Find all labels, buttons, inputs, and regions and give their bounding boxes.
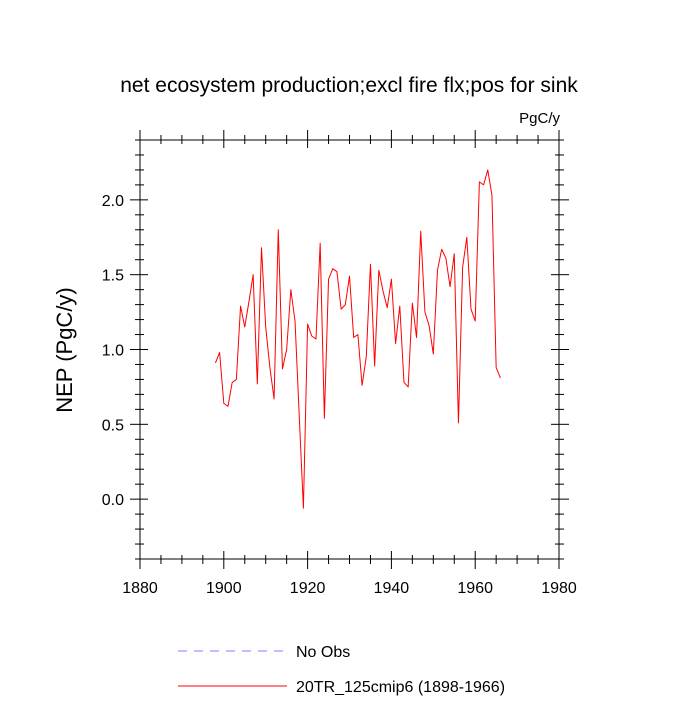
series-line — [214, 169, 501, 509]
axis-tick-labels: 1880 1900 1920 1940 1960 1980 0.0 0.5 1.0 1.5 2.0 — [102, 193, 577, 597]
axis-ticks — [130, 130, 569, 569]
y-tick-label: 0.0 — [102, 492, 124, 509]
x-tick-label: 1900 — [206, 580, 242, 597]
y-tick-label: 0.5 — [102, 417, 124, 434]
series-layer — [214, 169, 501, 509]
y-tick-label: 1.5 — [102, 268, 124, 285]
chart-title: net ecosystem production;excl fire flx;p… — [120, 74, 578, 97]
legend-label: No Obs — [296, 644, 350, 661]
x-tick-label: 1940 — [374, 580, 410, 597]
legend: No Obs 20TR_125cmip6 (1898-1966) — [178, 644, 505, 696]
x-tick-label: 1880 — [122, 580, 158, 597]
legend-label: 20TR_125cmip6 (1898-1966) — [296, 679, 505, 696]
y-tick-label: 1.0 — [102, 343, 124, 360]
x-tick-label: 1960 — [457, 580, 493, 597]
x-tick-label: 1920 — [290, 580, 326, 597]
units-label: PgC/y — [519, 110, 560, 127]
x-tick-label: 1980 — [541, 580, 577, 597]
y-axis-label: NEP (PgC/y) — [52, 287, 77, 413]
y-tick-label: 2.0 — [102, 193, 124, 210]
